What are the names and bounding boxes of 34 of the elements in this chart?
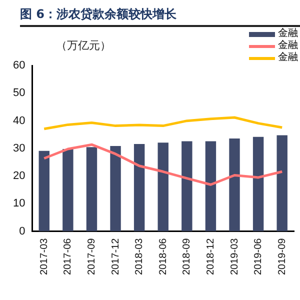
x-tick-label: 2017-06 — [62, 238, 74, 276]
chart-title: 图 6：涉农贷款余额较快增长 — [20, 6, 300, 27]
bar — [276, 135, 288, 232]
bar — [158, 142, 168, 232]
legend-label: 金融 — [278, 40, 298, 52]
x-tick-label: 2018-12 — [205, 238, 216, 276]
bar — [252, 136, 264, 232]
y-tick-label: 0 — [19, 225, 26, 238]
legend-label: 金融 — [278, 52, 298, 64]
bar — [62, 149, 74, 232]
x-tick-label: 2017-12 — [110, 238, 122, 276]
bar — [205, 141, 216, 232]
y-tick-label: 40 — [12, 114, 26, 127]
y-tick-label: 50 — [12, 87, 26, 100]
x-tick-label: 2019-06 — [253, 238, 264, 276]
bar — [86, 147, 98, 232]
x-tick-label: 2017-09 — [86, 238, 98, 276]
x-tick-label: 2018-06 — [158, 238, 169, 276]
x-tick-label: 2018-09 — [182, 238, 193, 276]
bar — [38, 150, 50, 232]
x-tick-label: 2018-03 — [134, 238, 146, 276]
bar — [110, 146, 121, 232]
y-tick-label: 60 — [12, 60, 26, 72]
y-axis-title: （万亿元） — [56, 38, 111, 53]
y-tick-label: 20 — [12, 170, 26, 182]
x-tick-label: 2019-03 — [229, 238, 240, 276]
x-tick-label: 2019-09 — [276, 238, 288, 276]
bar — [229, 138, 240, 232]
legend-label: 金融 — [278, 28, 298, 40]
bar — [182, 141, 192, 232]
x-tick-label: 2017-03 — [38, 238, 50, 276]
y-tick-label: 10 — [12, 198, 26, 210]
bar — [134, 144, 145, 232]
y-tick-label: 30 — [12, 142, 26, 154]
